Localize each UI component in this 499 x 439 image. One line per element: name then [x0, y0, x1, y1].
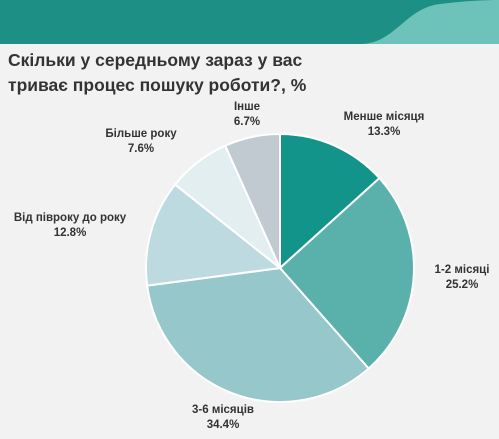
slice-name: Менше місяця [343, 111, 425, 123]
header-wave [360, 0, 499, 44]
slice-name: Інше [233, 101, 261, 113]
slice-label-3-6-misiatsiv: 3-6 місяців 34.4% [173, 403, 273, 433]
slice-label-bilshe-roku: Більше року 7.6% [96, 127, 186, 157]
header-decoration [0, 0, 499, 44]
pie-slice-0 [279, 132, 381, 271]
slice-value: 13.3% [367, 126, 401, 138]
slice-value: 7.6% [127, 143, 155, 155]
chart-title-line-2: триває процес пошуку роботи?, % [8, 75, 307, 95]
slice-value: 12.8% [53, 227, 87, 239]
chart-title: Скільки у середньому зараз у вас триває … [8, 48, 448, 98]
slice-label-1-2-misiatsi: 1-2 місяці 25.2% [427, 263, 497, 293]
slice-value: 34.4% [206, 419, 240, 431]
slice-value: 25.2% [445, 279, 479, 291]
chart-title-line-1: Скільки у середньому зараз у вас [8, 50, 303, 70]
slice-label-menshe-misiatsia: Менше місяця 13.3% [334, 110, 434, 140]
pie-slice-2 [146, 266, 371, 403]
slice-value: 6.7% [233, 116, 261, 128]
slice-name: Більше року [105, 128, 177, 140]
slice-name: 1-2 місяці [434, 264, 490, 276]
pie-slice-3 [144, 183, 283, 287]
pie-slice-1 [278, 176, 415, 370]
slice-label-vid-pivroku-do-roku: Від півроку до року 12.8% [0, 211, 140, 241]
pie-slice-5 [223, 132, 281, 269]
slice-name: Від півроку до року [13, 212, 127, 224]
slice-label-inshe: Інше 6.7% [207, 100, 287, 130]
slice-name: 3-6 місяців [192, 404, 254, 416]
